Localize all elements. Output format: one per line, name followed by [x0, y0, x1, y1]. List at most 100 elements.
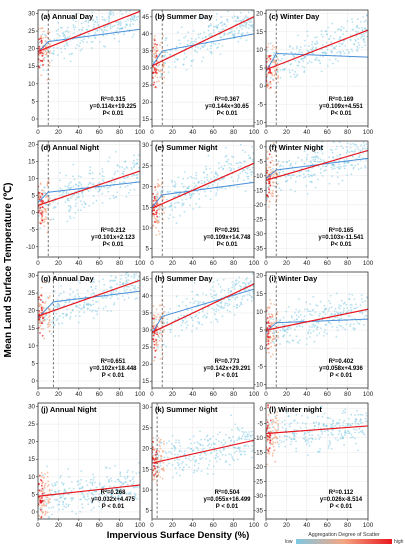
scatter-point: [129, 4, 131, 6]
scatter-point: [354, 307, 357, 310]
scatter-point: [114, 180, 116, 183]
scatter-point: [333, 167, 336, 170]
scatter-point: [195, 314, 198, 317]
scatter-point: [94, 20, 97, 23]
scatter-point: [127, 18, 129, 21]
scatter-point: [119, 492, 121, 495]
scatter-point: [216, 455, 219, 458]
scatter-point: [119, 473, 121, 475]
scatter-point-dense: [266, 82, 269, 84]
scatter-point: [314, 186, 317, 189]
scatter-point: [340, 305, 342, 307]
scatter-point-dense: [44, 501, 47, 503]
scatter-point: [315, 58, 317, 61]
scatter-point: [234, 282, 236, 285]
scatter-point: [361, 429, 364, 432]
scatter-point: [310, 441, 313, 443]
scatter-point: [127, 275, 130, 277]
scatter-point: [113, 24, 116, 27]
scatter-point: [332, 141, 335, 144]
scatter-point: [228, 463, 231, 466]
scatter-point: [89, 169, 92, 172]
scatter-point: [333, 160, 336, 163]
scatter-point: [133, 5, 135, 7]
scatter-point: [102, 30, 105, 33]
y-tick-label: -5: [257, 363, 263, 370]
scatter-point: [355, 418, 357, 421]
scatter-point: [282, 324, 285, 326]
y-tick-label: -10: [26, 244, 36, 251]
scatter-point: [291, 173, 294, 176]
scatter-point-dense: [48, 314, 51, 317]
scatter-point: [353, 150, 356, 153]
scatter-point: [58, 503, 61, 506]
scatter-point: [70, 181, 72, 184]
scatter-point-dense: [41, 215, 44, 217]
scatter-point-dense: [267, 59, 270, 62]
scatter-point: [72, 487, 75, 490]
scatter-point: [125, 288, 128, 291]
y-tick-label: 0: [32, 509, 36, 516]
scatter-point: [70, 490, 73, 492]
scatter-point: [243, 160, 245, 163]
scatter-point: [222, 278, 225, 281]
scatter-point: [126, 8, 128, 10]
scatter-point-dense: [40, 475, 43, 478]
scatter-point: [212, 435, 215, 438]
scatter-point: [222, 168, 225, 171]
scatter-point: [189, 315, 192, 317]
scatter-point: [345, 152, 348, 154]
x-tick-label: 20: [283, 260, 290, 267]
scatter-point: [311, 438, 314, 440]
scatter-point: [331, 151, 334, 154]
scatter-points: [38, 272, 140, 344]
scatter-point-dense: [48, 319, 51, 322]
scatter-point: [305, 443, 308, 445]
scatter-point: [126, 184, 129, 187]
scatter-point-dense: [44, 207, 47, 210]
scatter-point: [78, 487, 81, 490]
scatter-point: [332, 428, 334, 431]
scatter-point: [330, 51, 333, 54]
scatter-point: [324, 30, 327, 33]
scatter-point: [184, 457, 187, 460]
scatter-point-dense: [268, 433, 271, 436]
scatter-point: [361, 301, 364, 303]
scatter-point: [81, 26, 84, 29]
scatter-point: [347, 418, 350, 420]
scatter-point: [106, 476, 108, 478]
scatter-point: [331, 424, 334, 426]
scatter-point-dense: [40, 201, 43, 204]
scatter-point: [308, 325, 311, 328]
scatter-point: [356, 409, 358, 412]
y-tick-label: 20: [28, 439, 35, 446]
scatter-point: [324, 52, 327, 55]
scatter-point: [320, 429, 322, 432]
scatter-point: [96, 18, 99, 21]
scatter-point-dense: [39, 52, 41, 54]
scatter-point-dense: [163, 76, 166, 79]
scatter-point: [303, 150, 306, 153]
scatter-point: [186, 324, 189, 327]
scatter-point: [312, 156, 315, 159]
scatter-point: [177, 335, 180, 337]
scatter-point: [289, 334, 291, 337]
scatter-point-dense: [46, 79, 49, 81]
scatter-point-dense: [45, 40, 47, 43]
scatter-point: [251, 159, 254, 161]
scatter-point: [307, 431, 310, 434]
scatter-point: [125, 481, 127, 483]
scatter-point: [329, 148, 332, 151]
scatter-point: [358, 427, 361, 430]
scatter-point: [286, 435, 289, 438]
scatter-point: [225, 146, 227, 149]
scatter-point: [303, 163, 306, 165]
scatter-point: [230, 163, 233, 166]
scatter-point: [238, 31, 240, 33]
scatter-point: [180, 450, 183, 453]
scatter-point: [277, 443, 280, 446]
scatter-point: [113, 173, 116, 176]
scatter-point: [335, 45, 338, 47]
scatter-point: [115, 294, 118, 297]
scatter-point: [347, 430, 350, 433]
